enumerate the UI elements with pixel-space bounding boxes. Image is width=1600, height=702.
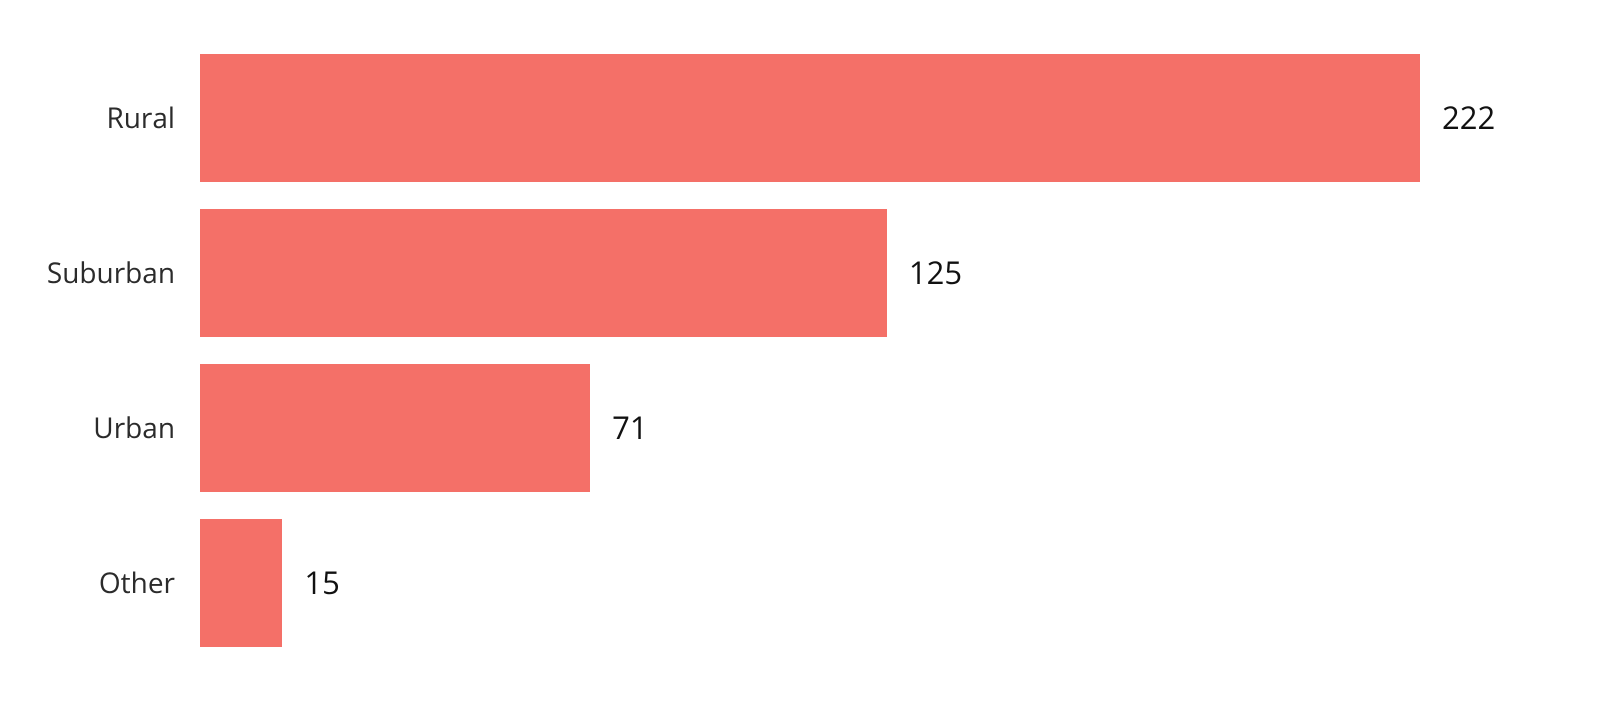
category-label: Other (40, 564, 200, 602)
bar-area: 222 (200, 40, 1560, 195)
category-label: Suburban (40, 254, 200, 292)
bar-area: 125 (200, 195, 1560, 350)
bar-row: Other 15 (40, 505, 1560, 660)
bar-chart: Rural 222 Suburban 125 Urban 71 Other 15 (40, 40, 1560, 660)
value-label: 71 (590, 407, 647, 449)
category-label: Rural (40, 99, 200, 137)
value-label: 15 (282, 562, 339, 604)
bar-row: Urban 71 (40, 350, 1560, 505)
bar (200, 519, 282, 647)
bar-area: 71 (200, 350, 1560, 505)
bar (200, 364, 590, 492)
bar-area: 15 (200, 505, 1560, 660)
value-label: 125 (887, 252, 962, 294)
bar (200, 209, 887, 337)
bar (200, 54, 1420, 182)
bar-row: Rural 222 (40, 40, 1560, 195)
bar-row: Suburban 125 (40, 195, 1560, 350)
value-label: 222 (1420, 97, 1495, 139)
category-label: Urban (40, 409, 200, 447)
